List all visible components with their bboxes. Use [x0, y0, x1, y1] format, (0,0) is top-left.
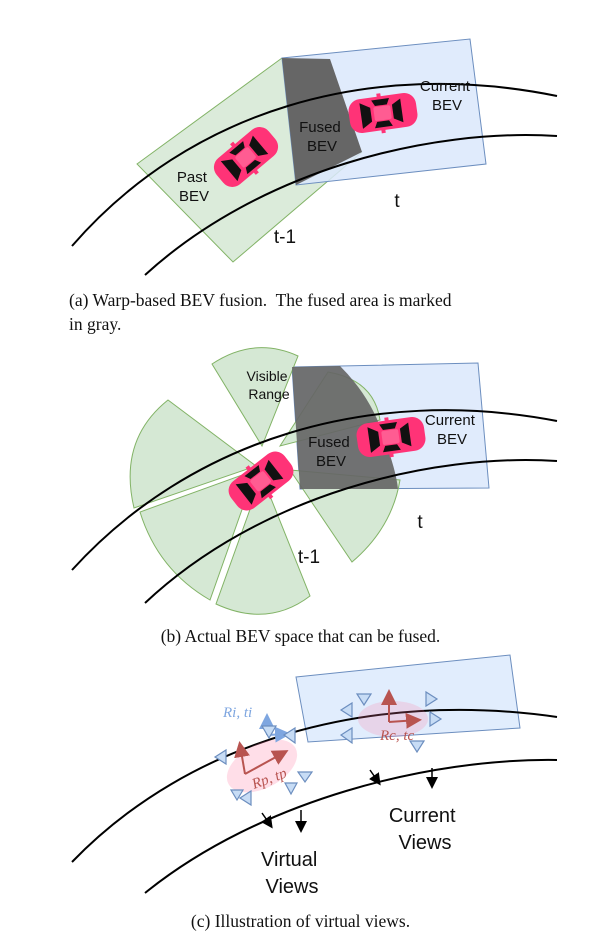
label-current-views: Current Views — [389, 805, 461, 854]
caption-b: (b) Actual BEV space that can be fused. — [160, 626, 441, 646]
visible-range-bottom — [215, 474, 311, 615]
label-t: t — [394, 191, 400, 212]
panel-a: Past BEV Fused BEV Current BEV t t-1 — [71, 38, 558, 276]
caption-c: (c) Illustration of virtual views. — [190, 911, 411, 931]
label-past-bev: Past BEV — [177, 169, 211, 205]
label-virtual-views: Virtual Views — [261, 849, 323, 898]
caption-a-line-2: in gray. — [69, 314, 122, 334]
virtual-view-cameras — [213, 725, 314, 807]
camera-icon — [283, 782, 299, 796]
camera-icon — [229, 789, 245, 802]
camera-icon — [425, 690, 439, 708]
road-line-inner — [144, 758, 558, 894]
camera-icon — [282, 726, 296, 745]
caption-a-line-1: (a) Warp-based BEV fusion. The fused are… — [69, 290, 452, 310]
camera-icon — [408, 740, 426, 754]
label-t: t — [417, 512, 423, 533]
visible-range-left — [129, 399, 258, 509]
label-fused-bev: Fused BEV — [308, 434, 354, 470]
road-line-inner — [144, 134, 558, 276]
road-line-outer — [71, 82, 558, 247]
label-t-minus-1: t-1 — [274, 227, 296, 248]
current-view-cameras — [339, 690, 443, 754]
current-bev-region — [295, 654, 521, 743]
caption-a: (a) Warp-based BEV fusion. The fused are… — [69, 288, 539, 336]
pose-axes-current — [381, 689, 422, 729]
camera-icon — [429, 710, 443, 728]
road-line-inner — [144, 459, 558, 604]
fused-region — [292, 366, 398, 489]
label-t-minus-1: t-1 — [298, 547, 320, 568]
panel-b: Visible Range Fused BEV Current BEV t t-… — [71, 347, 558, 615]
view-arrows — [260, 768, 438, 833]
camera-icon — [339, 726, 353, 745]
visible-range-lower-left — [139, 469, 257, 601]
label-ri-ti: Ri, ti — [222, 705, 252, 721]
camera-icon — [355, 693, 373, 707]
camera-icon — [339, 701, 353, 719]
camera-icon — [260, 725, 278, 740]
pose-axes-past — [234, 741, 289, 775]
label-current-bev: Current BEV — [420, 78, 474, 114]
visible-range-top — [211, 347, 299, 448]
label-rc-tc: Rc, tc — [379, 728, 414, 744]
visible-range-right — [288, 469, 401, 563]
camera-icon — [213, 748, 227, 766]
road-line-outer — [71, 409, 558, 571]
label-fused-bev: Fused BEV — [299, 119, 345, 155]
panel-c: Ri, ti Rp, tp Rc, tc Current Views Virtu… — [71, 654, 558, 898]
camera-icon — [238, 789, 252, 807]
camera-icon — [296, 771, 314, 784]
label-visible-range: Visible Range — [247, 368, 292, 402]
label-current-bev: Current BEV — [425, 412, 479, 448]
fused-region — [282, 58, 362, 185]
